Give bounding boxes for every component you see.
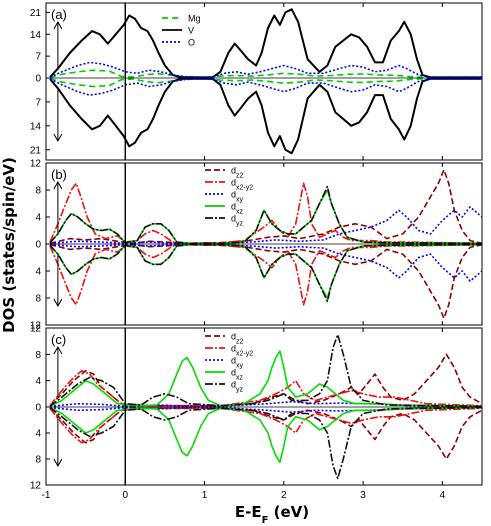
spin-down-arrowhead (53, 458, 63, 468)
panel-frame (45, 2, 483, 161)
y-tick-label: 4 (35, 213, 41, 224)
series-d_z2-down (49, 243, 483, 320)
legend-label: dyz (231, 214, 244, 228)
spin-down-arrowhead (53, 133, 63, 143)
y-tick-label: 8 (35, 294, 41, 305)
series-Mg-down (49, 77, 482, 88)
x-tick-label: 4 (440, 490, 446, 501)
legend-label: dyz (231, 380, 244, 394)
legend-label: dx2-y2 (231, 178, 253, 192)
y-tick-label: 12 (30, 159, 42, 170)
y-tick-label: 12 (30, 321, 42, 332)
legend-label: O (188, 38, 195, 48)
panel-label: (c) (51, 332, 66, 347)
y-tick-label: 8 (35, 350, 41, 361)
legend: Mg VO (162, 14, 201, 48)
legend-label: dxy (231, 356, 244, 370)
legend-label: dxy (231, 190, 244, 204)
spin-up-arrowhead (53, 345, 63, 355)
legend-label: Mg (188, 14, 201, 24)
series-d_yz-down (49, 406, 483, 480)
series-O-up (49, 61, 482, 78)
y-tick-label: 14 (30, 121, 42, 132)
panel-1: 0 7 14 21 7 14 21 (a) Mg VO (30, 2, 483, 161)
y-tick-label: 12 (30, 324, 42, 335)
y-tick-label: 4 (35, 376, 41, 387)
x-tick-label: 1 (202, 490, 208, 501)
series-d_x2-y2-down (49, 243, 483, 306)
series-V-up (49, 8, 482, 79)
series-d_x2-y2-down (49, 407, 483, 444)
y-tick-label: 4 (35, 267, 41, 278)
y-tick-label: 7 (35, 97, 41, 108)
y-tick-label: 4 (35, 429, 41, 440)
series-d_xy-up (49, 206, 483, 245)
series-d_yz-down (49, 243, 483, 303)
series-d_yz-up (49, 333, 483, 408)
y-tick-label: 0 (35, 403, 41, 414)
series-d_xz-up (49, 350, 483, 408)
x-tick-label: 2 (281, 490, 287, 501)
panel-label: (b) (51, 167, 67, 182)
series-d_yz-up (49, 185, 483, 245)
legend-label: dx2-y2 (231, 344, 253, 358)
legend-label: dz2 (231, 332, 244, 346)
series-d_xz-up (49, 189, 483, 245)
series-d_xz-down (49, 406, 483, 464)
spin-up-arrowhead (53, 180, 63, 190)
y-axis-title: DOS (states/spin/eV) (0, 157, 18, 333)
series-O-down (49, 78, 482, 96)
y-tick-label: 21 (30, 145, 42, 156)
panel-frame (45, 327, 483, 486)
y-tick-label: 7 (35, 52, 41, 63)
y-tick-label: 8 (35, 186, 41, 197)
series-d_xz-down (49, 243, 483, 299)
series-d_x2-y2-up (49, 182, 483, 245)
x-tick-label: -1 (42, 490, 51, 501)
legend-label: V (188, 26, 194, 36)
spin-down-arrowhead (53, 298, 63, 308)
x-tick-label: 3 (360, 490, 366, 501)
legend-label: dz2 (231, 166, 244, 180)
legend-label: dxz (231, 368, 244, 382)
y-tick-label: 21 (30, 8, 42, 19)
panel-label: (a) (51, 7, 67, 22)
spin-up-arrowhead (53, 20, 63, 30)
y-tick-label: 0 (35, 240, 41, 251)
y-tick-label: 8 (35, 455, 41, 466)
y-tick-label: 12 (30, 481, 42, 492)
x-axis-title: E-EF (eV) (235, 503, 309, 526)
series-d_xy-down (49, 243, 483, 282)
y-tick-label: 0 (35, 74, 41, 85)
y-tick-label: 14 (30, 30, 42, 41)
legend-label: dxz (231, 202, 244, 216)
series-d_z2-up (49, 169, 483, 245)
series-d_x2-y2-up (49, 369, 483, 407)
x-tick-label: 0 (122, 490, 128, 501)
